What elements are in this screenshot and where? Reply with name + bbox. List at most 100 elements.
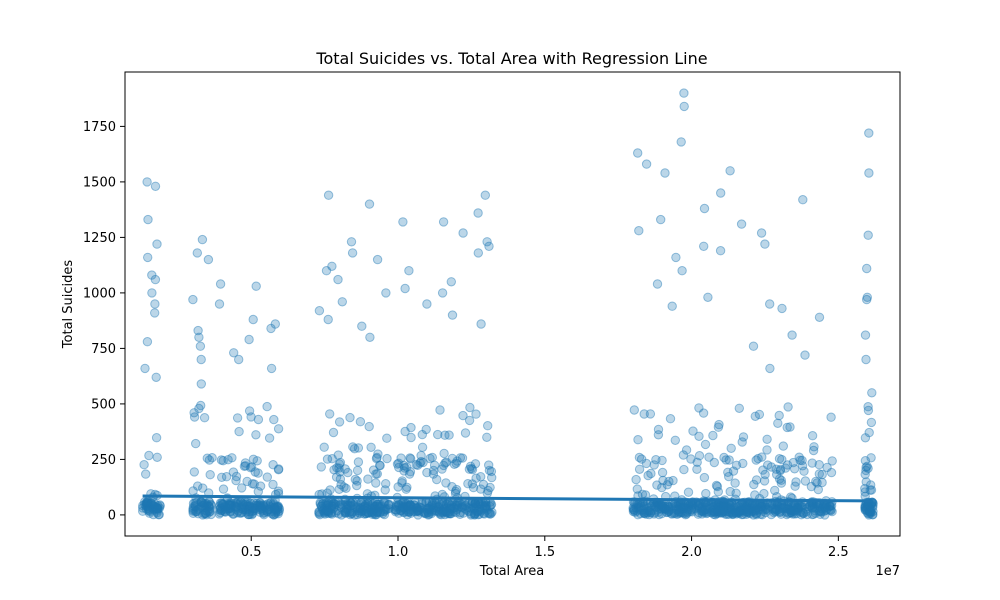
data-point bbox=[425, 453, 435, 464]
data-point bbox=[197, 497, 207, 508]
data-point bbox=[220, 501, 230, 511]
data-point bbox=[398, 507, 408, 517]
data-point bbox=[437, 288, 448, 298]
data-point bbox=[147, 503, 158, 513]
data-point bbox=[794, 452, 804, 462]
data-point bbox=[273, 501, 283, 511]
data-point bbox=[758, 506, 768, 516]
data-point bbox=[481, 501, 491, 511]
data-point bbox=[198, 483, 208, 493]
data-point bbox=[636, 509, 646, 519]
data-point bbox=[243, 501, 253, 511]
data-point bbox=[231, 502, 241, 512]
data-point bbox=[753, 453, 763, 464]
data-point bbox=[712, 506, 723, 517]
data-point bbox=[320, 506, 330, 517]
data-point bbox=[190, 502, 201, 512]
data-point bbox=[710, 510, 720, 520]
data-point bbox=[716, 508, 726, 518]
data-point bbox=[814, 460, 824, 470]
data-point bbox=[674, 507, 684, 518]
data-point bbox=[219, 506, 229, 516]
data-point bbox=[273, 486, 284, 496]
data-point bbox=[483, 421, 493, 431]
data-point bbox=[657, 504, 667, 514]
data-point bbox=[669, 508, 679, 519]
data-point bbox=[153, 501, 163, 511]
data-point bbox=[346, 498, 356, 508]
data-point bbox=[712, 507, 722, 517]
data-point bbox=[379, 509, 390, 520]
data-point bbox=[412, 506, 423, 516]
data-point bbox=[327, 454, 337, 464]
data-point bbox=[360, 501, 370, 512]
data-point bbox=[190, 498, 200, 508]
data-point bbox=[413, 460, 423, 470]
data-point bbox=[425, 502, 435, 512]
data-point bbox=[629, 405, 639, 415]
data-point bbox=[629, 505, 639, 516]
data-point bbox=[376, 501, 386, 512]
x-tick-label: 2.0 bbox=[681, 545, 702, 560]
data-point bbox=[682, 509, 692, 519]
data-point bbox=[481, 500, 491, 510]
data-point bbox=[863, 463, 873, 473]
data-point bbox=[634, 226, 644, 236]
data-point bbox=[482, 505, 492, 515]
data-point bbox=[673, 505, 683, 516]
data-point bbox=[353, 502, 363, 512]
data-point bbox=[369, 504, 380, 514]
data-point bbox=[681, 506, 692, 516]
data-point bbox=[145, 506, 155, 517]
data-point bbox=[231, 502, 241, 512]
data-point bbox=[667, 509, 677, 519]
data-point bbox=[661, 504, 671, 515]
data-point bbox=[780, 503, 790, 513]
data-point bbox=[245, 509, 255, 520]
data-point bbox=[673, 503, 684, 513]
data-point bbox=[421, 424, 431, 435]
data-point bbox=[741, 504, 751, 514]
data-point bbox=[371, 469, 381, 479]
data-point bbox=[791, 477, 801, 487]
data-point bbox=[776, 503, 787, 513]
data-point bbox=[860, 505, 871, 515]
data-point bbox=[770, 506, 780, 517]
data-point bbox=[811, 476, 821, 487]
data-point bbox=[151, 433, 162, 443]
data-point bbox=[645, 503, 655, 513]
data-point bbox=[274, 504, 285, 514]
data-point bbox=[142, 498, 153, 508]
data-point bbox=[715, 501, 726, 511]
data-point bbox=[204, 501, 214, 511]
data-point bbox=[317, 504, 327, 514]
data-point bbox=[151, 372, 161, 382]
data-point bbox=[402, 506, 412, 517]
data-point bbox=[328, 427, 339, 438]
data-point bbox=[191, 506, 201, 517]
data-point bbox=[270, 504, 280, 514]
data-point bbox=[733, 508, 743, 518]
data-point bbox=[478, 500, 488, 511]
data-point bbox=[317, 501, 327, 512]
data-point bbox=[711, 508, 722, 519]
data-point bbox=[735, 506, 746, 516]
data-point bbox=[205, 470, 215, 480]
data-point bbox=[356, 506, 367, 517]
data-point bbox=[423, 508, 434, 518]
data-point bbox=[719, 506, 729, 516]
data-point bbox=[820, 503, 830, 513]
data-point bbox=[782, 501, 792, 511]
data-point bbox=[736, 505, 746, 515]
data-point bbox=[463, 506, 473, 516]
data-point bbox=[152, 503, 163, 514]
data-point bbox=[367, 509, 378, 519]
data-point bbox=[252, 500, 262, 510]
data-point bbox=[265, 499, 275, 509]
data-point bbox=[676, 508, 686, 518]
data-point bbox=[636, 501, 646, 511]
data-point bbox=[660, 503, 670, 513]
data-point bbox=[218, 484, 229, 494]
data-point bbox=[411, 459, 421, 470]
